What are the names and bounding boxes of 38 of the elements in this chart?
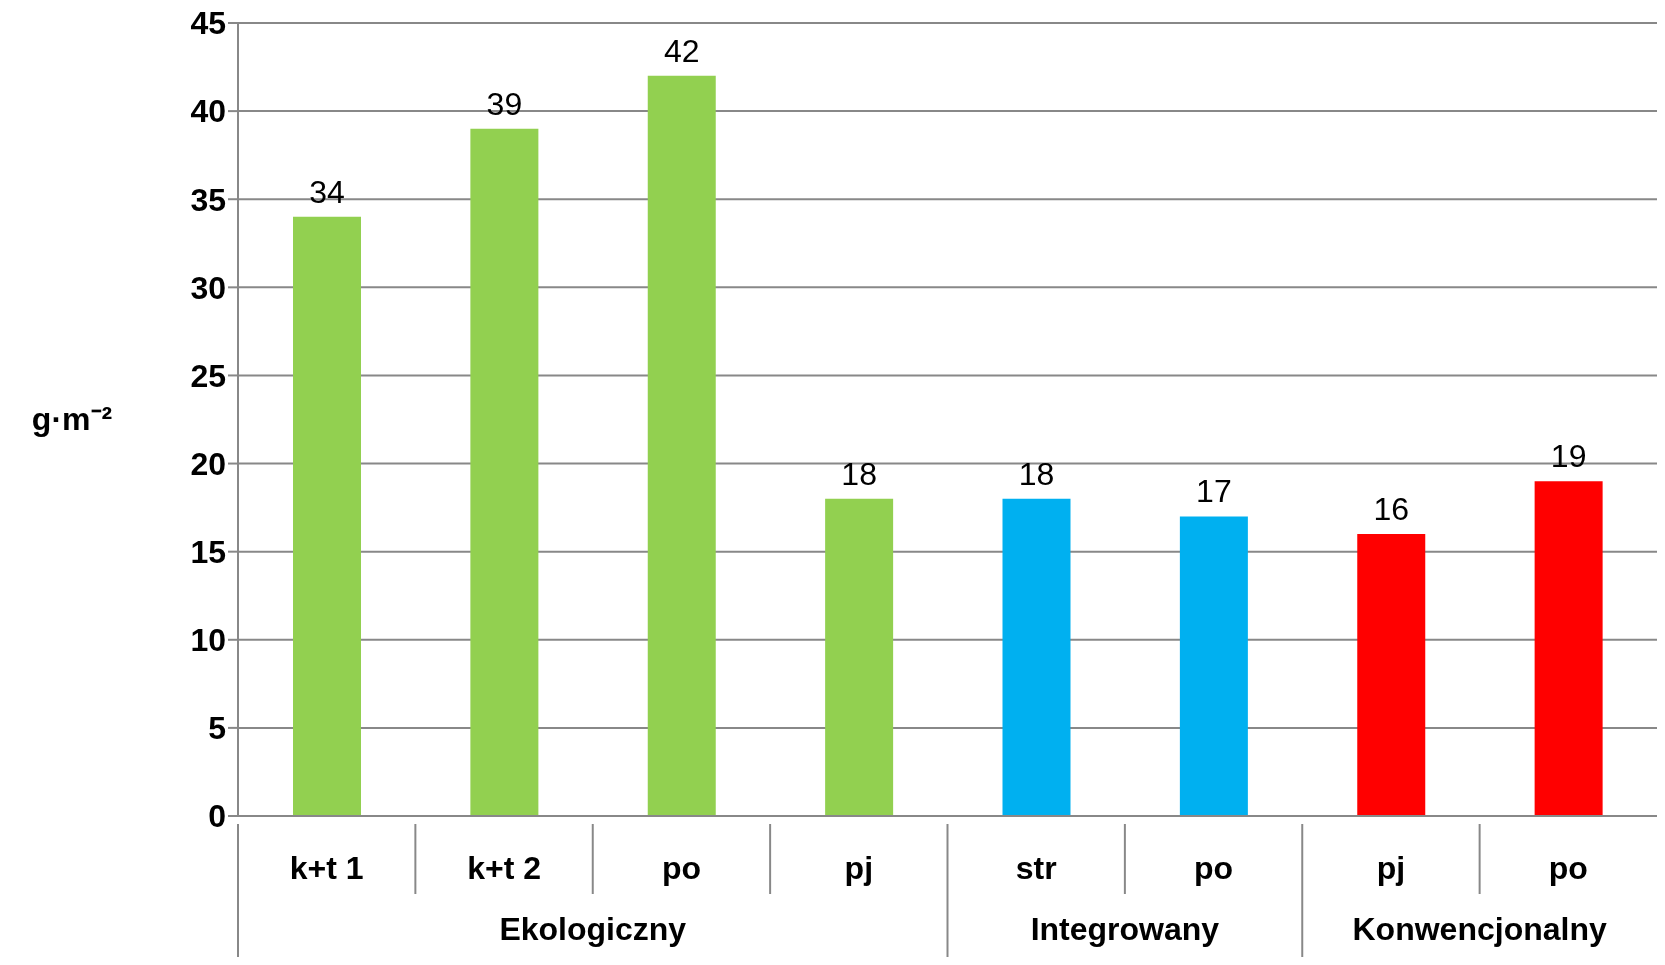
x-tick-label: pj (1376, 850, 1406, 886)
y-tick-label: 5 (208, 710, 226, 747)
y-tick-label: 10 (190, 622, 226, 659)
data-label: 19 (1550, 438, 1587, 475)
bar (1357, 534, 1426, 816)
y-tick-label: 15 (190, 534, 226, 571)
x-tick-label: k+t 2 (467, 850, 541, 886)
bar (293, 216, 361, 816)
y-axis-title: g·m⁻² (31, 400, 113, 437)
x-tick-label: po (661, 850, 701, 886)
bar (647, 75, 716, 816)
x-tick-label: po (1548, 850, 1588, 886)
x-tick-label: po (1194, 850, 1234, 886)
data-label: 18 (841, 455, 877, 492)
y-tick-label: 35 (190, 181, 226, 218)
text: Integrowany (1030, 911, 1220, 947)
bar (1534, 481, 1603, 816)
bar (1002, 498, 1071, 816)
x-tick-label: k+t 1 (289, 850, 364, 886)
data-label: 42 (663, 32, 700, 69)
y-tick-label: 0 (208, 798, 226, 835)
y-tick-label: 40 (190, 93, 226, 130)
data-label: 39 (486, 85, 523, 122)
y-tick-label: 45 (190, 5, 226, 42)
bar (470, 128, 539, 816)
text: Ekologiczny (499, 911, 687, 947)
data-label: 18 (1018, 455, 1055, 492)
bar (1179, 516, 1248, 816)
x-tick-label: pj (844, 850, 874, 886)
y-tick-label: 25 (190, 357, 226, 394)
data-label: 16 (1373, 491, 1410, 528)
bar (825, 498, 894, 816)
data-label: 17 (1196, 473, 1232, 510)
x-tick-label: str (1015, 850, 1057, 886)
y-tick-label: 30 (190, 269, 226, 306)
y-tick-label: 20 (190, 445, 226, 482)
text: Konwencjonalny (1352, 911, 1607, 947)
data-label: 34 (309, 173, 345, 210)
